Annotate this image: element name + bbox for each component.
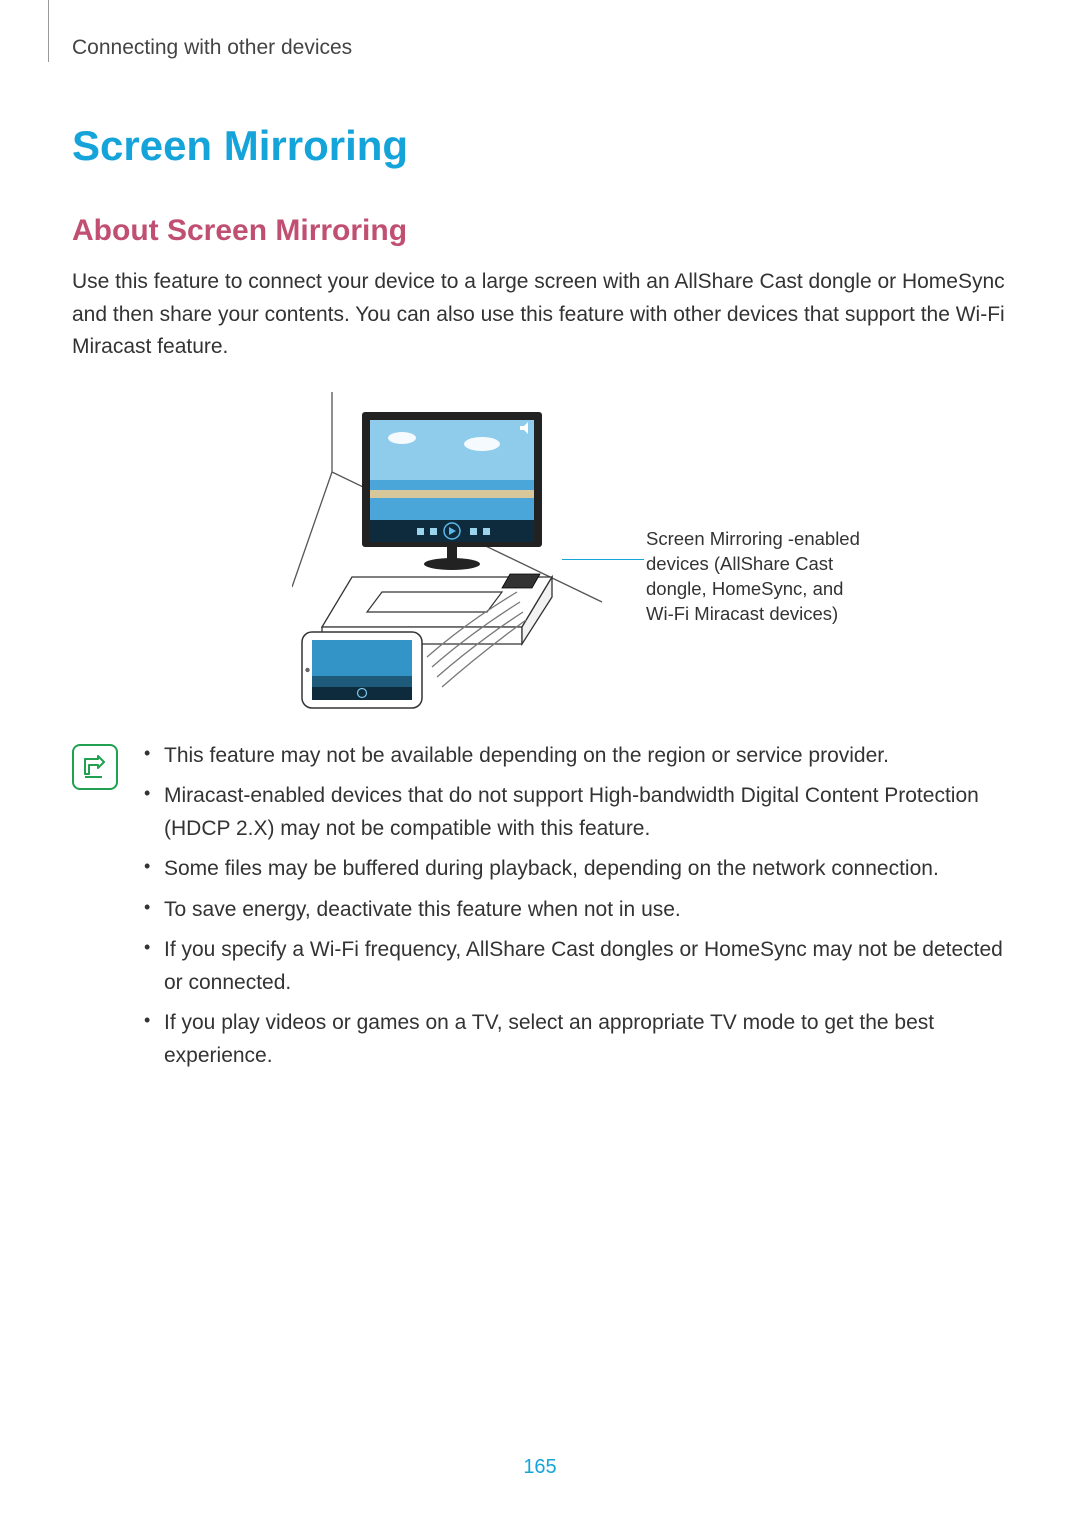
screen-mirroring-diagram: Screen Mirroring -enabled devices (AllSh…: [72, 392, 1012, 712]
section-title: About Screen Mirroring: [72, 214, 1012, 248]
page-number: 165: [0, 1456, 1080, 1479]
margin-rule: [48, 0, 49, 62]
page-content: Connecting with other devices Screen Mir…: [72, 36, 1012, 1081]
page-title: Screen Mirroring: [72, 122, 1012, 170]
breadcrumb: Connecting with other devices: [72, 36, 1012, 60]
list-item: This feature may not be available depend…: [140, 740, 1012, 773]
list-item: To save energy, deactivate this feature …: [140, 894, 1012, 927]
callout-leader-line: [562, 559, 644, 560]
diagram-callout: Screen Mirroring -enabled devices (AllSh…: [646, 527, 866, 627]
note-block: This feature may not be available depend…: [72, 740, 1012, 1081]
list-item: Miracast-enabled devices that do not sup…: [140, 780, 1012, 845]
note-pencil-icon: [72, 744, 118, 790]
list-item: If you play videos or games on a TV, sel…: [140, 1007, 1012, 1072]
intro-paragraph: Use this feature to connect your device …: [72, 266, 1012, 364]
list-item: Some files may be buffered during playba…: [140, 853, 1012, 886]
note-list: This feature may not be available depend…: [140, 740, 1012, 1081]
diagram-illustration: [292, 392, 652, 712]
list-item: If you specify a Wi-Fi frequency, AllSha…: [140, 934, 1012, 999]
